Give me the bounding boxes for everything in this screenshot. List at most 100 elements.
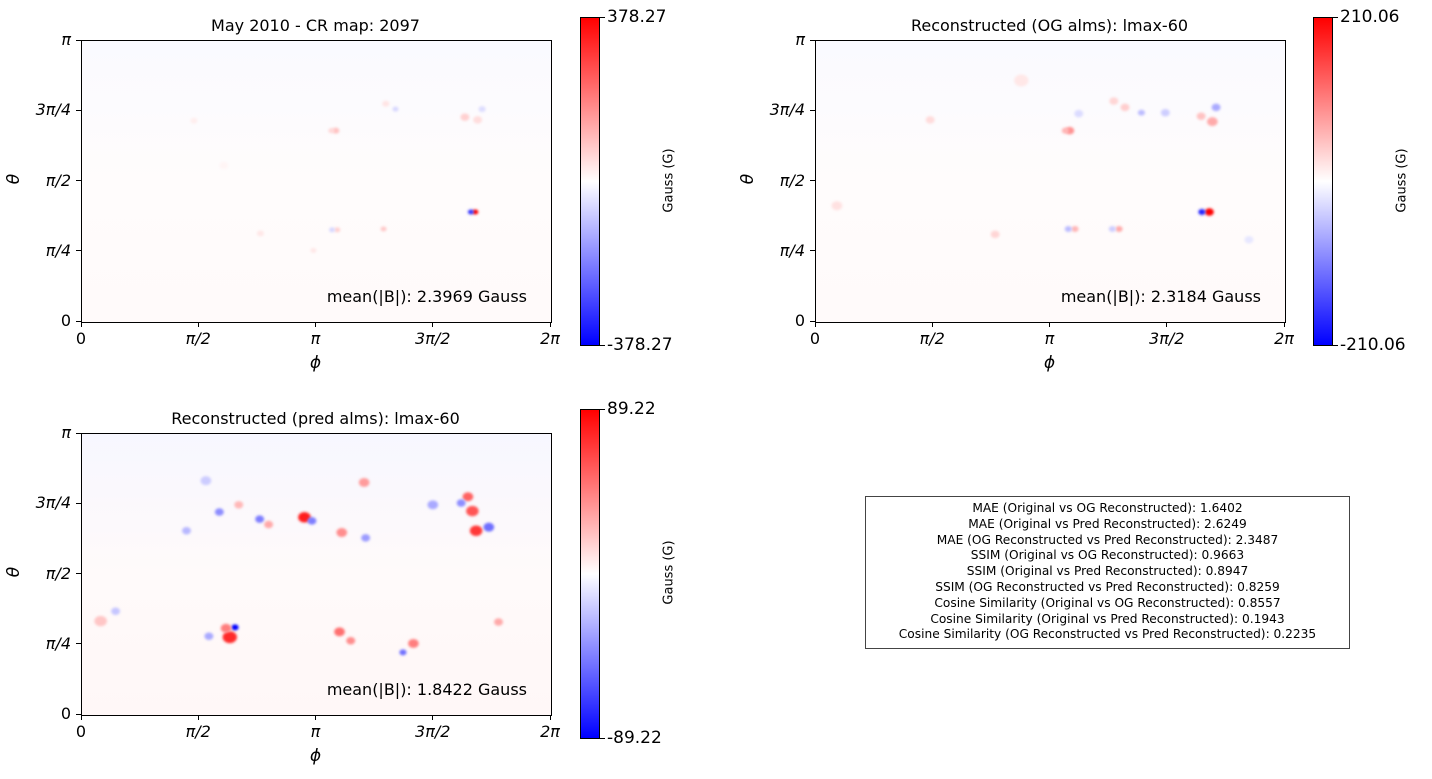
field-feature bbox=[111, 607, 121, 615]
colorbar bbox=[580, 17, 600, 346]
x-tick-mark bbox=[1166, 322, 1168, 327]
field-feature bbox=[473, 116, 483, 124]
y-tick-mark bbox=[810, 320, 815, 322]
metrics-box: MAE (Original vs OG Reconstructed): 1.64… bbox=[865, 496, 1350, 649]
x-tick-mark bbox=[1283, 322, 1285, 327]
field-feature bbox=[1120, 103, 1130, 112]
field-feature bbox=[1204, 208, 1214, 216]
field-feature bbox=[310, 247, 317, 253]
colorbar-tick-mark bbox=[600, 738, 605, 739]
x-tick-label: π/2 bbox=[185, 329, 211, 348]
field-feature bbox=[1211, 103, 1221, 112]
panel-title: Reconstructed (pred alms): lmax-60 bbox=[171, 409, 460, 428]
x-tick-label: 3π/2 bbox=[415, 722, 451, 741]
x-tick-mark bbox=[197, 322, 199, 327]
field-feature bbox=[255, 515, 265, 523]
mean-annotation: mean(|B|): 2.3969 Gauss bbox=[326, 287, 527, 306]
x-tick-label: 0 bbox=[809, 329, 821, 348]
y-tick-label: π bbox=[61, 423, 71, 442]
colorbar-title: Gauss (G) bbox=[1394, 147, 1410, 213]
heatmap-svg bbox=[82, 41, 551, 322]
colorbar-tick-mark bbox=[600, 409, 605, 410]
field-feature bbox=[334, 627, 345, 637]
field-feature bbox=[1137, 109, 1146, 116]
field-feature bbox=[231, 624, 239, 631]
x-tick-label: 0 bbox=[75, 722, 87, 741]
y-tick-label: π/4 bbox=[779, 240, 805, 260]
x-tick-mark bbox=[1049, 322, 1050, 327]
field-feature bbox=[358, 477, 370, 487]
y-tick-label: π/2 bbox=[779, 170, 805, 190]
y-tick-mark bbox=[76, 180, 81, 181]
y-tick-label: 3π/4 bbox=[769, 100, 805, 120]
field-feature bbox=[408, 638, 419, 648]
y-tick-mark bbox=[76, 432, 81, 434]
field-feature bbox=[472, 209, 479, 215]
x-tick-label: 2π bbox=[540, 329, 560, 348]
field-feature bbox=[361, 534, 371, 542]
mean-annotation: mean(|B|): 1.8422 Gauss bbox=[326, 680, 527, 699]
field-feature bbox=[478, 106, 486, 113]
y-tick-label: π/2 bbox=[45, 563, 71, 583]
colorbar-max-label: 378.27 bbox=[607, 7, 667, 27]
y-tick-mark bbox=[76, 250, 81, 252]
x-tick-label: 3π/2 bbox=[1149, 329, 1185, 348]
colorbar-max-label: 89.22 bbox=[607, 399, 656, 419]
field-feature bbox=[329, 227, 336, 233]
metric-line: Cosine Similarity (Original vs Pred Reco… bbox=[930, 611, 1285, 626]
field-feature bbox=[328, 128, 335, 134]
metric-line: SSIM (Original vs OG Reconstructed): 0.9… bbox=[970, 548, 1245, 563]
y-axis-label: θ bbox=[4, 173, 25, 184]
field-feature bbox=[298, 512, 311, 523]
y-tick-label: 3π/4 bbox=[35, 100, 71, 120]
x-tick-label: π bbox=[310, 722, 321, 741]
y-tick-mark bbox=[76, 713, 81, 715]
field-feature bbox=[234, 501, 244, 509]
field-feature bbox=[214, 508, 224, 516]
y-tick-label: π/4 bbox=[45, 633, 71, 653]
field-feature bbox=[380, 226, 387, 232]
x-tick-label: 2π bbox=[1274, 329, 1294, 348]
colorbar-tick-mark bbox=[600, 17, 605, 18]
colorbar-min-label: -210.06 bbox=[1340, 335, 1406, 355]
field-feature bbox=[182, 527, 191, 535]
y-axis-label: θ bbox=[738, 173, 759, 184]
x-axis-label: ϕ bbox=[1043, 353, 1056, 373]
field-feature bbox=[1064, 225, 1072, 232]
panel-title: Reconstructed (OG alms): lmax-60 bbox=[910, 16, 1189, 35]
metric-line: SSIM (Original vs Pred Reconstructed): 0… bbox=[966, 564, 1249, 579]
field-feature bbox=[466, 505, 479, 517]
field-feature bbox=[462, 492, 474, 502]
colorbar-tick-mark bbox=[600, 345, 605, 346]
heatmap-svg bbox=[816, 41, 1285, 322]
x-tick-mark bbox=[315, 322, 316, 327]
colorbar-tick-mark bbox=[1333, 345, 1338, 346]
field-feature bbox=[1071, 225, 1079, 232]
x-tick-mark bbox=[931, 322, 933, 327]
heatmap-background bbox=[816, 41, 1285, 322]
x-tick-label: π/2 bbox=[185, 722, 211, 741]
field-feature bbox=[336, 528, 348, 538]
y-tick-mark bbox=[76, 573, 81, 574]
panel-title: May 2010 - CR map: 2097 bbox=[211, 16, 420, 35]
y-tick-label: π/4 bbox=[45, 240, 71, 260]
y-tick-mark bbox=[76, 502, 81, 504]
colorbar-title: Gauss (G) bbox=[661, 540, 677, 605]
colorbar-tick-mark bbox=[1333, 17, 1338, 18]
field-feature bbox=[256, 230, 264, 237]
field-feature bbox=[190, 117, 198, 124]
metric-line: MAE (Original vs Pred Reconstructed): 2.… bbox=[968, 516, 1247, 531]
field-feature bbox=[382, 100, 390, 107]
y-axis-label: θ bbox=[4, 566, 25, 577]
metric-line: Cosine Similarity (Original vs OG Recons… bbox=[934, 595, 1281, 610]
field-feature bbox=[334, 227, 341, 233]
y-tick-mark bbox=[810, 250, 815, 252]
field-feature bbox=[1109, 97, 1119, 105]
y-tick-label: 0 bbox=[60, 311, 71, 330]
field-feature bbox=[200, 476, 212, 486]
field-feature bbox=[1115, 225, 1123, 232]
field-feature bbox=[1074, 109, 1084, 118]
mean-annotation: mean(|B|): 2.3184 Gauss bbox=[1060, 287, 1261, 306]
metric-line: Cosine Similarity (OG Reconstructed vs P… bbox=[898, 627, 1317, 642]
x-tick-mark bbox=[315, 715, 316, 720]
